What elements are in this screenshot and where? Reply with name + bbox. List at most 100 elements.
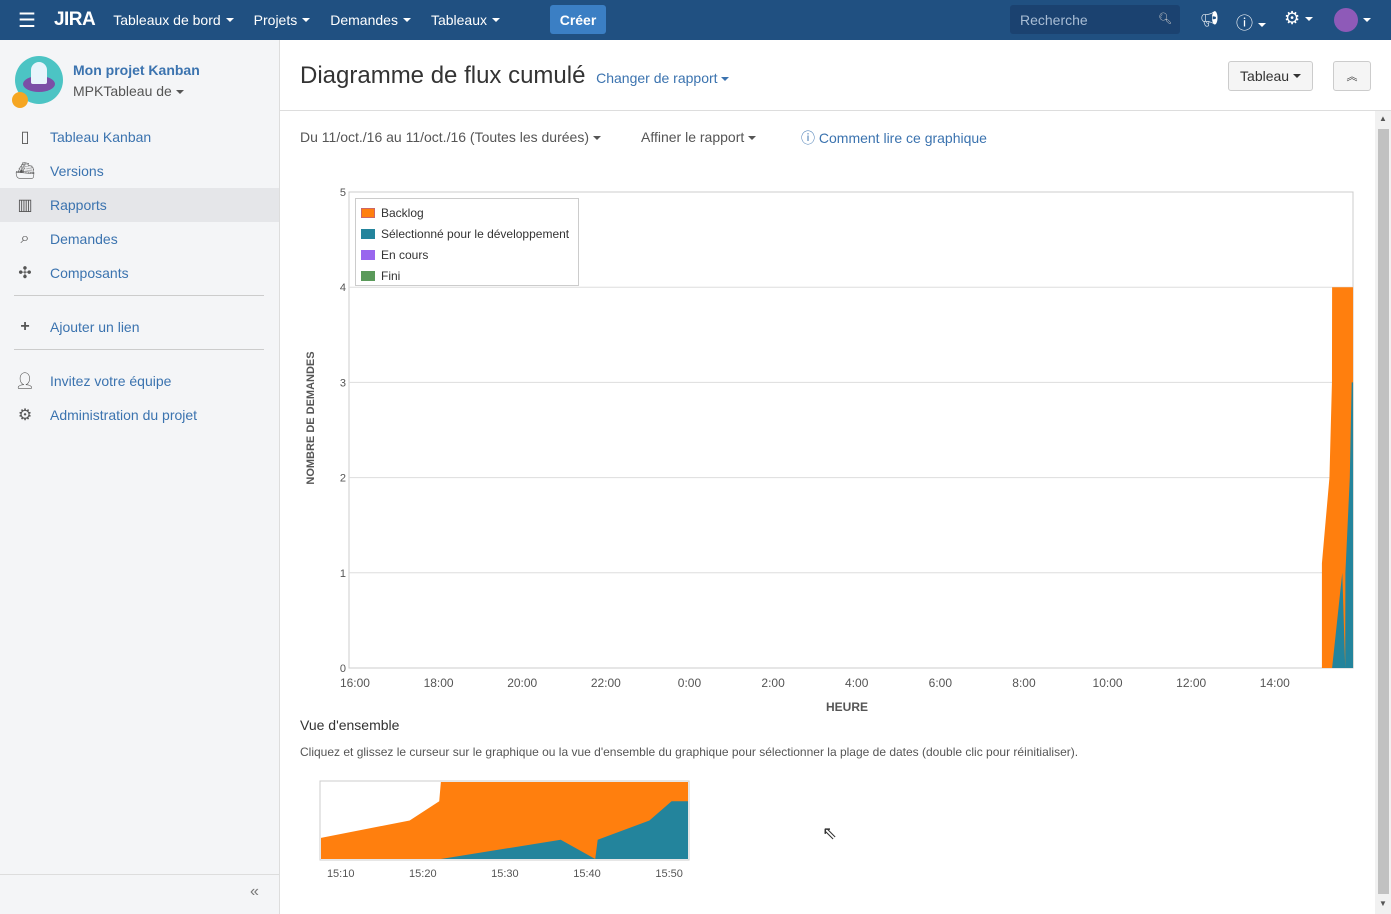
sidebar-item-label: Demandes xyxy=(50,231,118,247)
scroll-up-arrow[interactable]: ▲ xyxy=(1379,114,1387,123)
add-link-label: Ajouter un lien xyxy=(50,319,140,335)
nav-label: Demandes xyxy=(330,12,398,28)
nav-label: Tableaux xyxy=(430,12,487,28)
x-tick-label: 22:00 xyxy=(591,676,621,690)
legend-item[interactable]: Sélectionné pour le développement xyxy=(361,223,573,244)
project-avatar xyxy=(12,56,63,108)
x-axis-label: HEURE xyxy=(826,700,868,714)
page-title-text: Diagramme de flux cumulé xyxy=(300,62,586,89)
sidebar-item-components[interactable]: ✣ Composants xyxy=(0,256,279,290)
x-tick-label: 16:00 xyxy=(340,676,370,690)
invite-team-button[interactable]: 👤︎ Invitez votre équipe xyxy=(0,364,279,398)
add-user-icon: 👤︎ xyxy=(14,373,36,390)
y-tick-label: 0 xyxy=(340,663,346,675)
overview-x-tick-label: 15:40 xyxy=(573,868,601,880)
refine-report-dropdown[interactable]: Affiner le rapport xyxy=(641,129,757,145)
add-link-button[interactable]: + Ajouter un lien xyxy=(0,310,279,344)
nav-issues[interactable]: Demandes xyxy=(320,12,421,28)
sidebar-item-versions[interactable]: ⛴︎ Versions xyxy=(0,154,279,188)
board-icon: ▯ xyxy=(20,129,30,146)
scroll-down-arrow[interactable]: ▼ xyxy=(1379,899,1387,908)
search-input[interactable]: Recherche xyxy=(1010,5,1180,34)
plus-icon: + xyxy=(20,318,30,335)
help-label: Comment lire ce graphique xyxy=(818,130,987,146)
invite-label: Invitez votre équipe xyxy=(50,373,172,389)
sidebar-item-label: Rapports xyxy=(50,197,107,213)
caret-icon xyxy=(302,18,311,22)
legend-item[interactable]: Backlog xyxy=(361,202,573,223)
sidebar-item-label: Tableau Kanban xyxy=(50,129,152,145)
y-tick-label: 4 xyxy=(340,282,346,294)
date-range-label: Du 11/oct./16 au 11/oct./16 (Toutes les … xyxy=(300,129,589,145)
y-axis-label: NOMBRE DE DEMANDES xyxy=(305,351,317,484)
legend-label: Sélectionné pour le développement xyxy=(381,226,570,241)
legend-label: Backlog xyxy=(381,205,424,220)
vertical-scrollbar[interactable]: ▲ ▼ xyxy=(1375,111,1391,914)
legend-label: En cours xyxy=(381,247,429,262)
how-to-read-link[interactable]: ⓘ Comment lire ce graphique xyxy=(801,128,987,148)
x-tick-label: 12:00 xyxy=(1176,676,1206,690)
caret-icon xyxy=(225,18,234,22)
puzzle-icon: ✣ xyxy=(18,265,32,282)
date-range-dropdown[interactable]: Du 11/oct./16 au 11/oct./16 (Toutes les … xyxy=(300,129,601,145)
x-tick-label: 14:00 xyxy=(1260,676,1290,690)
x-tick-label: 0:00 xyxy=(678,676,702,690)
admin-label: Administration du projet xyxy=(50,407,198,423)
project-admin-link[interactable]: ⚙ Administration du projet xyxy=(0,398,279,432)
legend-item[interactable]: Fini xyxy=(361,265,573,286)
y-tick-label: 3 xyxy=(340,377,346,389)
board-button-label: Tableau xyxy=(1240,68,1290,84)
x-tick-label: 2:00 xyxy=(761,676,785,690)
user-avatar[interactable] xyxy=(1334,8,1358,32)
megaphone-icon[interactable]: 📢︎ xyxy=(1200,11,1220,28)
sidebar-item-label: Versions xyxy=(50,163,104,179)
sidebar-item-reports[interactable]: ▥ Rapports xyxy=(0,188,279,222)
overview-x-tick-label: 15:10 xyxy=(327,868,355,880)
nav-dashboards[interactable]: Tableaux de bord xyxy=(103,12,243,28)
gear-icon: ⚙ xyxy=(17,407,33,424)
create-button[interactable]: Créer xyxy=(550,5,606,34)
chart-legend: Backlog Sélectionné pour le développemen… xyxy=(355,198,579,286)
issues-search-icon: ⌕ xyxy=(20,230,30,247)
chevron-up-icon: ︽ xyxy=(1346,71,1358,83)
sidebar: Mon projet Kanban MPKTableau de ▯ Tableau… xyxy=(0,40,280,914)
sidebar-item-label: Composants xyxy=(50,265,129,281)
caret-icon xyxy=(491,18,500,22)
overview-title: Vue d'ensemble xyxy=(300,717,400,733)
change-report-dropdown[interactable]: Changer de rapport xyxy=(596,70,730,86)
nav-label: Tableaux de bord xyxy=(113,12,221,28)
board-dropdown-button[interactable]: Tableau xyxy=(1228,61,1313,91)
overview-hint: Cliquez et glissez le curseur sur le gra… xyxy=(300,745,1079,759)
nav-boards[interactable]: Tableaux xyxy=(421,12,510,28)
page-title: Diagramme de flux cumulé Changer de rapp… xyxy=(300,62,730,90)
x-tick-label: 18:00 xyxy=(424,676,454,690)
overview-x-tick-label: 15:30 xyxy=(491,868,519,880)
x-tick-label: 10:00 xyxy=(1093,676,1123,690)
divider xyxy=(14,295,264,296)
scrollbar-thumb[interactable] xyxy=(1378,129,1389,894)
legend-item[interactable]: En cours xyxy=(361,244,573,265)
board-selector[interactable]: MPKTableau de xyxy=(73,83,184,99)
main-content: Diagramme de flux cumulé Changer de rapp… xyxy=(280,40,1391,914)
nav-projects[interactable]: Projets xyxy=(244,12,321,28)
x-tick-label: 20:00 xyxy=(507,676,537,690)
selected-area xyxy=(1321,382,1354,668)
mouse-cursor: ⇖ xyxy=(822,823,838,843)
collapse-sidebar-icon[interactable]: « xyxy=(250,883,259,900)
y-tick-label: 1 xyxy=(340,568,346,580)
caret-icon[interactable] xyxy=(1363,18,1371,22)
ship-icon: ⛴︎ xyxy=(14,163,36,180)
help-icon[interactable]: ⓘ xyxy=(1236,9,1266,34)
overview-x-tick-label: 15:20 xyxy=(409,868,437,880)
x-tick-label: 4:00 xyxy=(845,676,869,690)
sidebar-item-issues[interactable]: ⌕ Demandes xyxy=(0,222,279,256)
question-icon: ⓘ xyxy=(801,130,815,146)
sidebar-item-kanban-board[interactable]: ▯ Tableau Kanban xyxy=(0,120,279,154)
settings-icon[interactable]: ⚙ xyxy=(1284,8,1314,29)
collapse-header-button[interactable]: ︽ xyxy=(1333,61,1371,91)
jira-logo[interactable]: JIRA xyxy=(53,9,96,30)
menu-icon[interactable]: ☰ xyxy=(18,9,36,32)
y-tick-label: 2 xyxy=(340,473,346,485)
project-name[interactable]: Mon projet Kanban xyxy=(73,62,200,78)
